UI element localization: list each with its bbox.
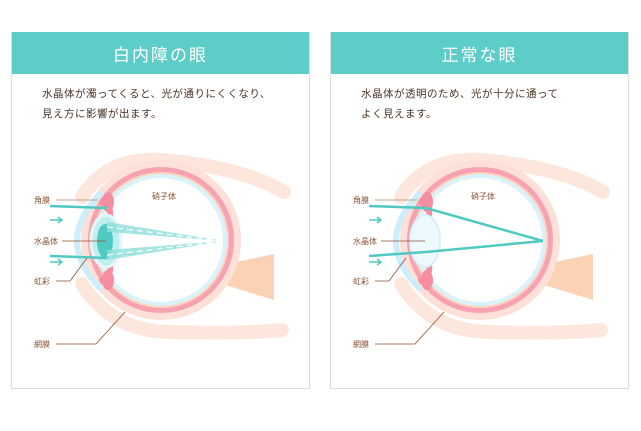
retina-leader-line <box>56 311 126 345</box>
ciliary-body <box>102 270 114 290</box>
label-lens: 水晶体 <box>34 236 58 246</box>
panel-title: 白内障の眼 <box>12 32 309 74</box>
scattered-light-beam <box>107 241 224 260</box>
vitreous-body <box>99 178 223 302</box>
light-ray <box>49 254 108 260</box>
label-iris: 虹彩 <box>353 276 369 286</box>
panel-description: 水晶体が濁ってくると、光が通りにくくなり、 見え方に影響が出ます。 <box>42 84 292 124</box>
incoming-light-arrow <box>50 216 64 224</box>
label-cornea: 角膜 <box>34 195 50 205</box>
iris-leader-line <box>56 257 88 282</box>
lower-eyelid <box>75 277 289 340</box>
retina-leader-line <box>375 311 445 345</box>
eye-diagram: 角膜 水晶体 虹彩 網膜 硝子体 <box>353 152 610 349</box>
light-ray <box>368 204 544 243</box>
lower-eyelid <box>394 277 608 340</box>
label-vitreous: 硝子体 <box>471 191 495 201</box>
light-ray <box>49 204 108 210</box>
incoming-light-arrow <box>369 258 383 266</box>
panel-description: 水晶体が透明のため、光が十分に通って よく見えます。 <box>361 84 611 124</box>
label-iris: 虹彩 <box>34 276 50 286</box>
label-retina: 網膜 <box>353 339 369 349</box>
incoming-light-arrow <box>369 216 383 224</box>
scattered-light-beam <box>107 222 224 241</box>
cataract-eye-panel: 白内障の眼 水晶体が濁ってくると、光が通りにくくなり、 見え方に影響が出ます。 … <box>11 32 310 389</box>
label-vitreous: 硝子体 <box>152 191 176 201</box>
label-retina: 網膜 <box>34 339 50 349</box>
label-lens: 水晶体 <box>353 236 377 246</box>
light-ray <box>368 239 544 258</box>
incoming-light-arrow <box>50 258 64 266</box>
vitreous-body <box>418 178 542 302</box>
panel-title: 正常な眼 <box>331 32 628 74</box>
label-cornea: 角膜 <box>353 195 369 205</box>
iris-leader-line <box>375 257 407 282</box>
description-line: 水晶体が濁ってくると、光が通りにくくなり、 <box>42 88 271 100</box>
description-line: よく見えます。 <box>361 108 437 120</box>
description-line: 見え方に影響が出ます。 <box>42 108 162 120</box>
normal-eye-panel: 正常な眼 水晶体が透明のため、光が十分に通って よく見えます。 角膜 水晶体 虹… <box>330 32 629 389</box>
description-line: 水晶体が透明のため、光が十分に通って <box>361 88 559 100</box>
ciliary-body <box>421 270 433 290</box>
eye-diagram: 角膜 水晶体 虹彩 網膜 硝子体 <box>34 152 291 349</box>
